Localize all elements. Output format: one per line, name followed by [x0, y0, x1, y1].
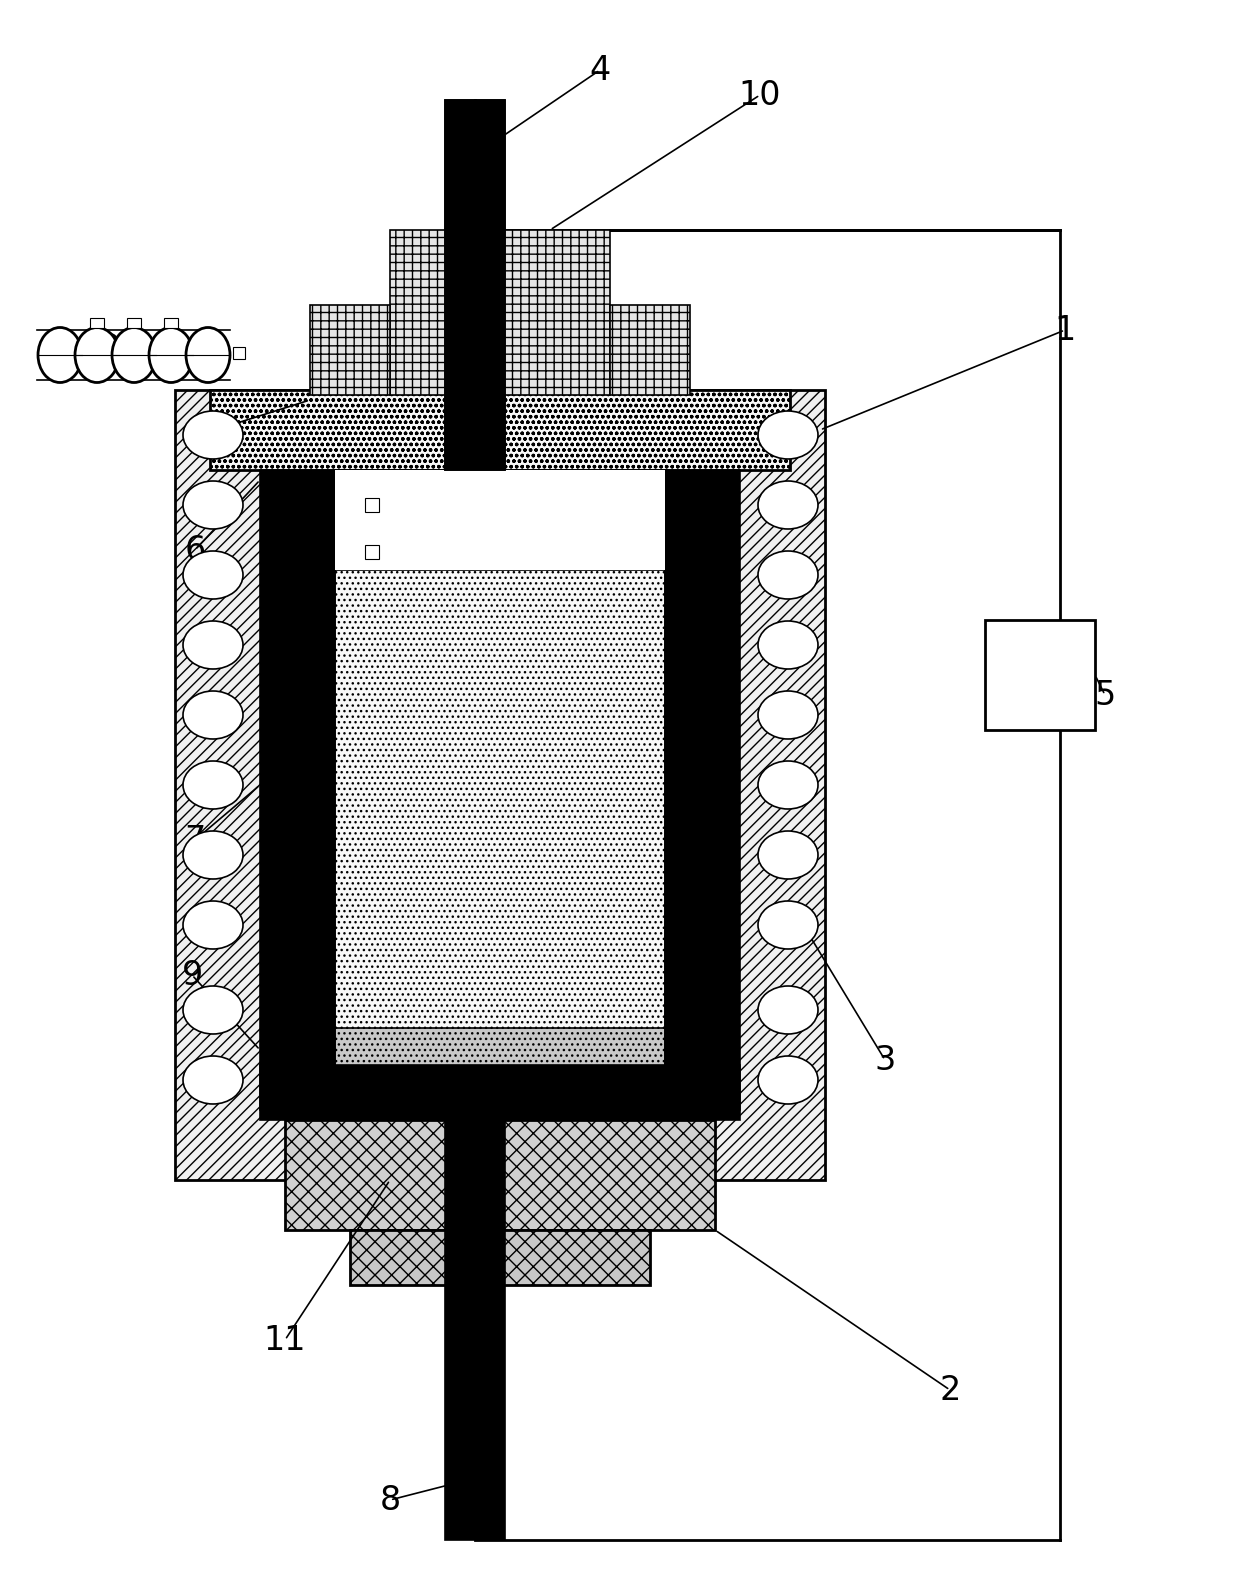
- Ellipse shape: [184, 762, 243, 809]
- Bar: [445, 100, 505, 469]
- Bar: [260, 469, 335, 1111]
- Bar: [210, 390, 790, 469]
- Ellipse shape: [184, 480, 243, 529]
- Ellipse shape: [74, 327, 119, 382]
- Text: 4: 4: [589, 54, 610, 87]
- Text: 1: 1: [1054, 313, 1075, 346]
- Ellipse shape: [758, 762, 818, 809]
- Ellipse shape: [186, 327, 229, 382]
- Ellipse shape: [112, 327, 156, 382]
- Bar: [175, 390, 825, 1180]
- Bar: [285, 1120, 715, 1229]
- Text: 6: 6: [185, 534, 206, 567]
- Bar: [365, 545, 379, 559]
- Ellipse shape: [758, 411, 818, 460]
- Ellipse shape: [149, 327, 193, 382]
- Text: 8: 8: [379, 1484, 401, 1517]
- Bar: [335, 469, 665, 1120]
- Text: 11: 11: [264, 1324, 306, 1357]
- Bar: [985, 619, 1095, 730]
- Bar: [91, 318, 104, 329]
- Ellipse shape: [184, 551, 243, 599]
- Ellipse shape: [758, 901, 818, 950]
- Ellipse shape: [758, 1055, 818, 1104]
- Ellipse shape: [184, 690, 243, 739]
- Ellipse shape: [184, 1055, 243, 1104]
- Ellipse shape: [758, 480, 818, 529]
- Text: 9: 9: [181, 959, 202, 992]
- Bar: [260, 1065, 740, 1120]
- Text: 2: 2: [940, 1373, 961, 1406]
- Ellipse shape: [758, 621, 818, 668]
- Text: 13: 13: [79, 332, 122, 365]
- Text: 7: 7: [185, 823, 206, 856]
- Bar: [445, 1120, 505, 1540]
- Bar: [391, 231, 610, 395]
- Ellipse shape: [184, 831, 243, 878]
- Ellipse shape: [758, 831, 818, 878]
- Ellipse shape: [184, 986, 243, 1033]
- Bar: [335, 570, 665, 1030]
- Text: 3: 3: [874, 1043, 895, 1076]
- Bar: [610, 305, 689, 395]
- Bar: [335, 469, 665, 570]
- Bar: [350, 1229, 650, 1285]
- Bar: [310, 305, 391, 395]
- Ellipse shape: [184, 411, 243, 460]
- Text: 10: 10: [739, 79, 781, 112]
- Ellipse shape: [758, 986, 818, 1033]
- Bar: [126, 318, 141, 329]
- Bar: [665, 469, 740, 1111]
- Ellipse shape: [758, 690, 818, 739]
- Bar: [335, 1029, 665, 1068]
- Ellipse shape: [184, 901, 243, 950]
- Bar: [445, 100, 505, 469]
- Text: 12: 12: [193, 414, 237, 447]
- Bar: [365, 498, 379, 512]
- Ellipse shape: [758, 551, 818, 599]
- Ellipse shape: [38, 327, 82, 382]
- Bar: [164, 318, 179, 329]
- Bar: [233, 348, 246, 359]
- Text: 5: 5: [1095, 678, 1116, 711]
- Ellipse shape: [184, 621, 243, 668]
